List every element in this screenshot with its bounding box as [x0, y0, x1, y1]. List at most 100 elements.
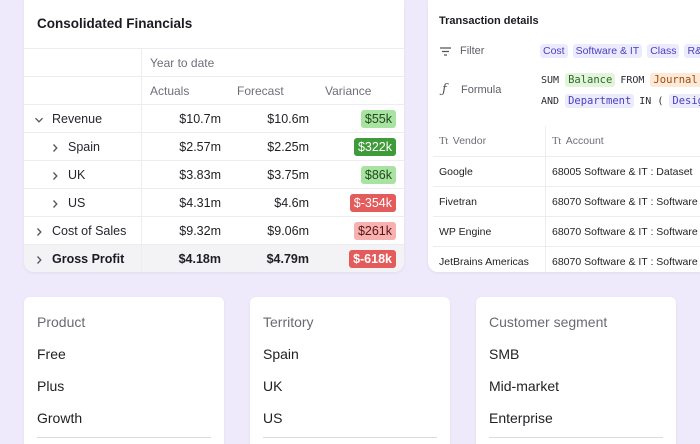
product-card: Product Free Plus Growth [24, 297, 224, 444]
account-cell: 68070 Software & IT : Software [545, 247, 700, 272]
formula-line-1[interactable]: SUM Balance FROM Journal Data [541, 73, 700, 87]
list-title: Customer segment [489, 314, 608, 330]
filter-chip-value[interactable]: Software & IT [572, 44, 643, 58]
filter-chip-value[interactable]: R&D [684, 44, 700, 58]
table-row-us[interactable]: US $4.31m $4.6m $-354k [24, 188, 404, 216]
filter-chip-field[interactable]: Class [647, 44, 680, 58]
formula-chip-design[interactable]: Design [669, 94, 700, 108]
actuals-value: $10.7m [141, 105, 229, 132]
consolidated-financials-card: Consolidated Financials Year to date Act… [24, 0, 404, 272]
list-item[interactable]: Enterprise [489, 410, 553, 426]
customer-segment-card: Customer segment SMB Mid-market Enterpri… [476, 297, 676, 444]
actuals-value: $2.57m [141, 133, 229, 160]
column-header-forecast[interactable]: Forecast [237, 83, 284, 98]
financials-table: Year to date Actuals Forecast Variance R… [24, 48, 404, 272]
forecast-value: $9.06m [267, 223, 309, 238]
column-header-account: Account [565, 135, 604, 147]
variance-badge: $86k [360, 165, 396, 184]
chevron-right-icon[interactable] [34, 254, 44, 264]
text-type-icon: Tt [439, 135, 448, 147]
list-title: Territory [263, 314, 314, 330]
account-cell: 68070 Software & IT : Software [545, 187, 700, 216]
table-row-uk[interactable]: UK $3.83m $3.75m $86k [24, 160, 404, 188]
formula-label: Formula [461, 84, 502, 96]
actuals-value: $9.32m [141, 217, 229, 244]
column-header-variance[interactable]: Variance [325, 83, 372, 98]
financials-title: Consolidated Financials [37, 16, 193, 31]
row-label: Cost of Sales [52, 223, 127, 238]
variance-badge: $261k [353, 221, 396, 240]
forecast-value: $4.79m [266, 251, 309, 266]
column-header-vendor: Vendor [452, 135, 487, 147]
table-row[interactable]: Google 68005 Software & IT : Dataset [433, 156, 700, 186]
filter-label: Filter [460, 45, 485, 57]
table-row-revenue[interactable]: Revenue $10.7m $10.6m $55k [24, 104, 404, 132]
year-to-date-header: Year to date [141, 49, 404, 76]
transactions-title: Transaction details [439, 15, 539, 27]
table-row[interactable]: Fivetran 68070 Software & IT : Software [433, 186, 700, 216]
filter-icon [439, 46, 452, 57]
formula-keyword: FROM [620, 74, 645, 86]
variance-badge: $322k [353, 137, 396, 156]
formula-keyword: AND [541, 95, 560, 107]
row-label: US [68, 195, 86, 210]
account-cell: 68070 Software & IT : Software [545, 217, 700, 246]
formula-chip-department[interactable]: Department [565, 94, 635, 108]
divider [263, 437, 437, 438]
filter-chip-field[interactable]: Cost [540, 44, 568, 58]
territory-card: Territory Spain UK US [250, 297, 450, 444]
chevron-right-icon[interactable] [50, 198, 60, 208]
column-header-actuals[interactable]: Actuals [141, 77, 229, 104]
chevron-right-icon[interactable] [50, 142, 60, 152]
vendor-cell: JetBrains Americas [439, 255, 529, 268]
formula-keyword: SUM [541, 74, 560, 86]
formula-line-2[interactable]: AND Department IN ( Design [541, 94, 700, 108]
table-header-columns: Actuals Forecast Variance [24, 76, 404, 104]
row-label: Gross Profit [52, 251, 125, 266]
forecast-value: $10.6m [267, 111, 309, 126]
formula-chip-balance[interactable]: Balance [565, 73, 616, 87]
actuals-value: $3.83m [141, 161, 229, 188]
text-type-icon: Tt [552, 135, 561, 147]
chevron-right-icon[interactable] [34, 226, 44, 236]
list-item[interactable]: US [263, 410, 283, 426]
actuals-value: $4.18m [141, 245, 229, 272]
list-item[interactable]: UK [263, 378, 283, 394]
row-label: Spain [68, 139, 100, 154]
list-item[interactable]: Free [37, 346, 66, 362]
divider [37, 437, 211, 438]
table-header-period: Year to date [24, 48, 404, 76]
table-row-cost-of-sales[interactable]: Cost of Sales $9.32m $9.06m $261k [24, 216, 404, 244]
list-item[interactable]: Spain [263, 346, 299, 362]
transaction-details-card: Transaction details Filter Cost Software… [428, 0, 700, 272]
forecast-value: $4.6m [274, 195, 309, 210]
chevron-down-icon[interactable] [34, 114, 44, 124]
transactions-table: Tt Vendor Tt Account Google 68005 Software… [433, 126, 700, 272]
table-row-spain[interactable]: Spain $2.57m $2.25m $322k [24, 132, 404, 160]
table-row[interactable]: JetBrains Americas 68070 Software & IT :… [433, 246, 700, 272]
divider [489, 437, 663, 438]
vendor-cell: WP Engine [439, 225, 492, 238]
list-item[interactable]: Plus [37, 378, 65, 394]
vendor-cell: Fivetran [439, 195, 477, 208]
table-header: Tt Vendor Tt Account [433, 126, 700, 156]
variance-badge: $55k [360, 109, 396, 128]
list-item[interactable]: SMB [489, 346, 520, 362]
list-item[interactable]: Growth [37, 410, 83, 426]
function-icon: ƒ [442, 82, 447, 97]
row-label: Revenue [52, 111, 103, 126]
table-row[interactable]: WP Engine 68070 Software & IT : Software [433, 216, 700, 246]
forecast-value: $3.75m [267, 167, 309, 182]
table-row-gross-profit[interactable]: Gross Profit $4.18m $4.79m $-618k [24, 244, 404, 272]
list-title: Product [37, 314, 86, 330]
chevron-right-icon[interactable] [50, 170, 60, 180]
vendor-cell: Google [439, 165, 473, 178]
row-label: UK [68, 167, 86, 182]
filter-row[interactable]: Filter Cost Software & IT Class R&D [439, 44, 700, 58]
formula-keyword: IN ( [639, 95, 664, 107]
account-cell: 68005 Software & IT : Dataset [545, 157, 700, 186]
variance-badge: $-354k [349, 193, 396, 212]
actuals-value: $4.31m [141, 189, 229, 216]
formula-chip-source[interactable]: Journal Data [650, 73, 700, 87]
list-item[interactable]: Mid-market [489, 378, 560, 394]
